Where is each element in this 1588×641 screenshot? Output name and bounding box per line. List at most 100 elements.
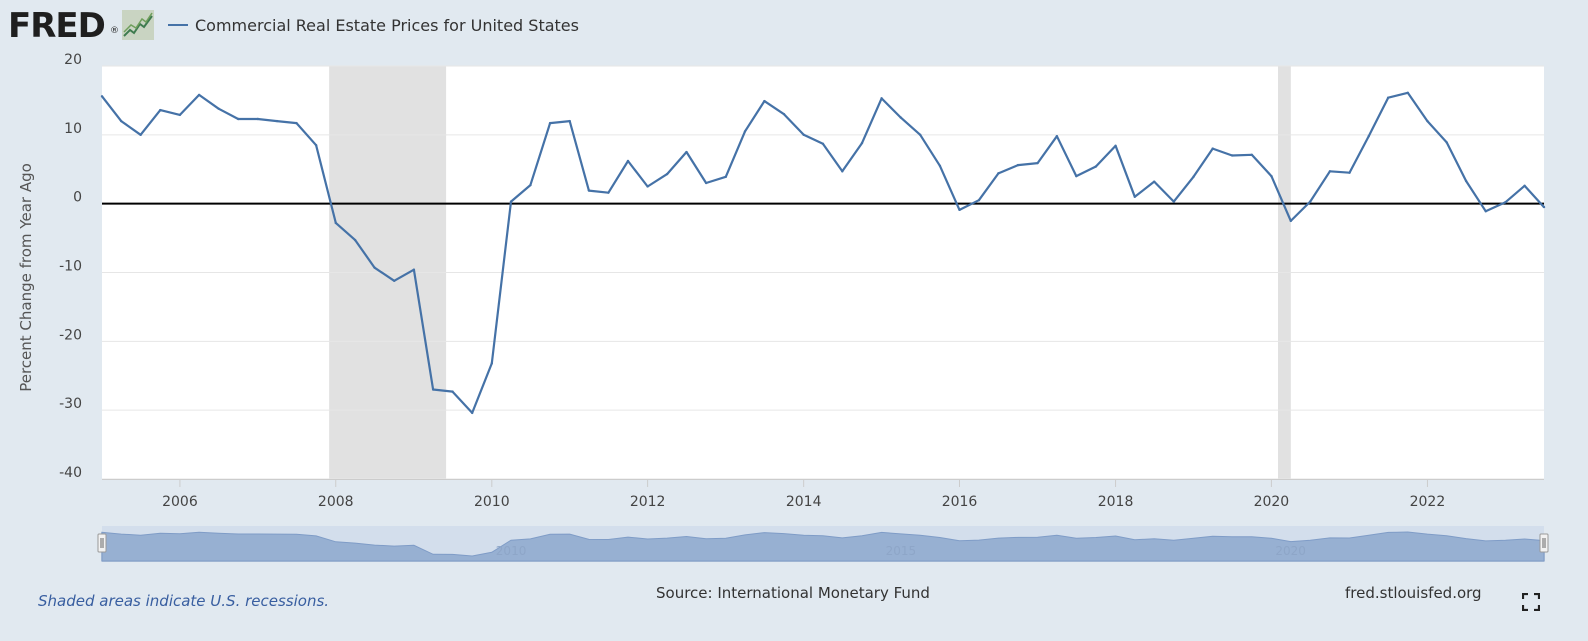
recession-note: Shaded areas indicate U.S. recessions. (38, 592, 330, 610)
data-point[interactable] (782, 112, 786, 116)
data-point[interactable] (1386, 96, 1390, 99)
y-tick-label: -20 (59, 327, 82, 343)
data-point[interactable] (938, 164, 942, 168)
data-point[interactable] (548, 121, 552, 125)
data-point[interactable] (1270, 174, 1273, 178)
navigator-right-handle[interactable] (1539, 533, 1549, 553)
y-tick-label: 10 (64, 121, 82, 137)
legend[interactable]: Commercial Real Estate Prices for United… (168, 12, 579, 38)
data-point[interactable] (646, 185, 649, 188)
x-tick-label: 2016 (942, 494, 978, 510)
legend-label[interactable]: Commercial Real Estate Prices for United… (195, 15, 579, 35)
y-tick-label: -10 (59, 259, 82, 275)
data-point[interactable] (197, 93, 201, 97)
x-tick-label: 2008 (318, 494, 354, 510)
x-tick-label: 2012 (630, 494, 666, 510)
data-point[interactable] (802, 133, 805, 137)
data-point[interactable] (256, 117, 260, 121)
x-tick-label: 2018 (1098, 494, 1134, 510)
data-point[interactable] (919, 133, 922, 137)
data-point[interactable] (1153, 180, 1156, 183)
data-point[interactable] (821, 142, 825, 145)
navigator-label: 2010 (496, 544, 527, 558)
data-point[interactable] (958, 208, 961, 212)
data-point[interactable] (1289, 219, 1293, 223)
data-point[interactable] (997, 172, 1000, 175)
data-point[interactable] (217, 107, 220, 110)
data-point[interactable] (841, 170, 844, 173)
data-point[interactable] (529, 183, 532, 187)
data-point[interactable] (431, 388, 435, 391)
data-point[interactable] (1192, 175, 1195, 179)
data-point[interactable] (470, 411, 474, 415)
data-point[interactable] (724, 175, 727, 179)
x-tick-label: 2006 (162, 494, 198, 510)
data-point[interactable] (100, 95, 104, 98)
data-point[interactable] (1504, 201, 1507, 204)
data-point[interactable] (1523, 184, 1526, 187)
data-point[interactable] (139, 133, 142, 137)
data-point[interactable] (704, 181, 708, 185)
data-point[interactable] (763, 99, 766, 103)
data-point[interactable] (1094, 165, 1098, 168)
data-point[interactable] (509, 200, 513, 203)
data-point[interactable] (1426, 119, 1429, 123)
data-point[interactable] (295, 121, 298, 125)
navigator-label: 2015 (886, 544, 917, 558)
navigator-label: 2020 (1275, 544, 1306, 558)
data-point[interactable] (1328, 170, 1332, 173)
data-point[interactable] (607, 191, 610, 194)
data-point[interactable] (1172, 200, 1176, 203)
data-point[interactable] (860, 141, 864, 145)
x-tick-label: 2022 (1410, 494, 1446, 510)
data-point[interactable] (977, 199, 981, 202)
data-point[interactable] (568, 119, 571, 123)
data-point[interactable] (1055, 135, 1059, 138)
data-point[interactable] (1114, 144, 1117, 148)
data-point[interactable] (665, 172, 669, 176)
data-point[interactable] (1075, 174, 1078, 178)
data-point[interactable] (587, 189, 591, 192)
y-tick-label: -30 (59, 396, 82, 412)
data-point[interactable] (1484, 210, 1487, 213)
data-point[interactable] (393, 279, 396, 282)
data-point[interactable] (178, 113, 182, 117)
data-point[interactable] (451, 390, 454, 393)
data-point[interactable] (120, 119, 123, 123)
data-point[interactable] (685, 150, 688, 154)
data-point[interactable] (159, 108, 162, 112)
data-point[interactable] (373, 266, 376, 269)
data-point[interactable] (334, 221, 337, 225)
legend-series-line (168, 24, 188, 26)
fred-logo[interactable]: FRED (8, 6, 106, 46)
data-point[interactable] (353, 238, 357, 242)
data-point[interactable] (275, 119, 279, 123)
data-point[interactable] (626, 159, 630, 163)
data-point[interactable] (1250, 153, 1253, 156)
data-point[interactable] (236, 117, 240, 121)
data-point[interactable] (880, 97, 883, 100)
navigator-left-handle[interactable] (97, 533, 107, 553)
data-point[interactable] (743, 130, 747, 133)
data-point[interactable] (1348, 171, 1351, 174)
data-point[interactable] (1309, 200, 1312, 203)
data-point[interactable] (1016, 163, 1020, 167)
navigator-selection[interactable] (102, 526, 1544, 561)
data-point[interactable] (490, 362, 493, 365)
y-tick-label: 0 (73, 190, 82, 206)
data-point[interactable] (1367, 135, 1370, 138)
data-point[interactable] (1133, 195, 1136, 198)
data-point[interactable] (899, 116, 903, 119)
y-tick-label: -40 (59, 465, 82, 481)
site-link[interactable]: fred.stlouisfed.org (1345, 584, 1482, 602)
data-point[interactable] (1464, 179, 1468, 183)
data-point[interactable] (1406, 91, 1410, 95)
data-point[interactable] (1230, 154, 1234, 157)
data-point[interactable] (1445, 141, 1448, 144)
data-point[interactable] (1211, 147, 1214, 150)
fullscreen-icon[interactable] (1522, 593, 1540, 611)
data-point[interactable] (412, 268, 416, 271)
data-point[interactable] (1542, 205, 1546, 209)
data-point[interactable] (314, 143, 318, 147)
data-point[interactable] (1036, 161, 1039, 165)
